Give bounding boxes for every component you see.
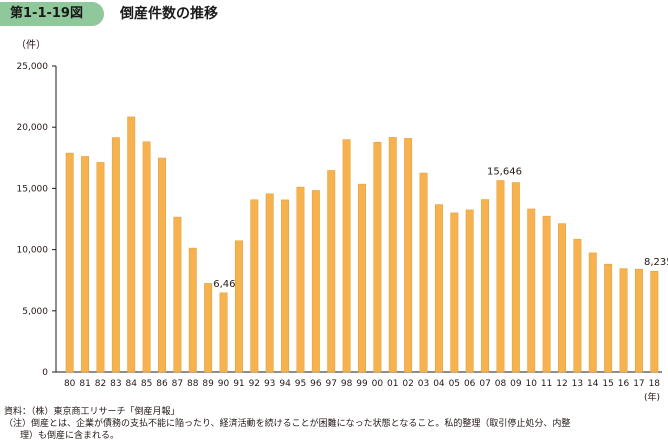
figure-header: 第1-1-19図 倒産件数の推移: [0, 0, 668, 32]
x-tick-label: 02: [402, 379, 413, 389]
x-tick-label: 90: [218, 379, 230, 389]
bar: [588, 252, 597, 373]
x-tick-label: 17: [633, 379, 644, 389]
x-axis-unit-label: (年): [644, 391, 660, 402]
x-tick-label: 99: [356, 379, 368, 389]
bar: [250, 199, 259, 373]
x-tick-label: 16: [618, 379, 630, 389]
bar: [358, 183, 366, 373]
bar: [573, 238, 582, 373]
bar: [311, 190, 320, 373]
bar: [342, 139, 351, 373]
bar: [173, 216, 182, 373]
data-label: 15,646: [487, 166, 522, 177]
bar: [81, 156, 90, 373]
bar: [619, 268, 628, 373]
x-tick-label: 01: [387, 379, 398, 389]
footnote-line-1: （注）倒産とは、企業が債務の支払不能に陥ったり、経済活動を続けることが困難になっ…: [4, 419, 571, 429]
x-tick-label: 05: [449, 379, 460, 389]
x-tick-label: 92: [249, 379, 260, 389]
bar: [650, 270, 659, 373]
bar: [65, 152, 74, 373]
x-tick-label: 04: [433, 379, 445, 389]
chart-area: （件） 0 5,000 10,000 15,000 20,000 25,000 80 81 82 8…: [0, 32, 668, 402]
x-tick-label: 08: [495, 379, 507, 389]
bar: [558, 223, 566, 373]
bar: [434, 204, 443, 373]
y-tick-label: 10,000: [17, 246, 49, 256]
x-tick-label: 89: [202, 379, 214, 389]
x-tick-label: 06: [464, 379, 476, 389]
figure-title: 倒産件数の推移: [120, 6, 218, 22]
x-tick-label: 14: [587, 379, 599, 389]
y-tick-label: 15,000: [17, 184, 49, 194]
bar-chart: （件） 0 5,000 10,000 15,000 20,000 25,000 80 81 82 8…: [16, 39, 668, 402]
x-tick-label: 09: [510, 379, 522, 389]
bar: [527, 208, 536, 373]
x-tick-label: 11: [541, 379, 552, 389]
y-tick-label: 25,000: [17, 62, 49, 72]
y-tick-label: 5,000: [22, 307, 48, 317]
bar: [496, 180, 505, 373]
bar: [481, 199, 490, 373]
bar: [327, 170, 336, 373]
bar: [465, 209, 474, 373]
bar: [281, 199, 290, 373]
x-tick-label: 98: [341, 379, 353, 389]
bar: [404, 138, 413, 373]
y-tick-label: 20,000: [17, 123, 49, 133]
bar: [388, 137, 397, 373]
x-tick-label: 96: [310, 379, 322, 389]
bar: [219, 292, 228, 373]
bar: [234, 240, 243, 373]
bar: [127, 116, 136, 373]
x-tick-label: 80: [64, 379, 76, 389]
x-tick-label: 03: [418, 379, 429, 389]
x-tick-label: 10: [526, 379, 538, 389]
x-tick-label: 82: [95, 379, 106, 389]
y-axis-label: （件）: [16, 39, 46, 51]
x-tick-label: 00: [372, 379, 384, 389]
x-tick-label: 13: [572, 379, 583, 389]
x-tick-label: 12: [556, 379, 567, 389]
x-tick-label: 87: [172, 379, 183, 389]
x-tick-label: 88: [187, 379, 199, 389]
x-tick-label: 94: [279, 379, 291, 389]
x-tick-label: 95: [295, 379, 306, 389]
bar: [96, 162, 105, 373]
x-tick-label: 91: [233, 379, 244, 389]
bar: [158, 157, 166, 373]
bar: [542, 215, 551, 373]
x-tick-label: 83: [110, 379, 121, 389]
x-tick-label: 15: [602, 379, 613, 389]
bar: [296, 186, 305, 373]
bar: [204, 283, 213, 373]
notes-block: 資料：（株）東京商工リサーチ「倒産月報」 （注）倒産とは、企業が債務の支払不能に…: [4, 406, 664, 442]
x-tick-label: 85: [141, 379, 152, 389]
x-tick-label: 84: [126, 379, 138, 389]
data-label: 6,468: [213, 279, 242, 290]
bar: [634, 268, 643, 373]
bar: [142, 141, 151, 373]
bar: [111, 137, 120, 373]
y-tick-label: 0: [42, 368, 48, 378]
x-tick-label: 07: [479, 379, 490, 389]
bar: [511, 182, 520, 373]
bar: [450, 212, 459, 373]
data-label: 8,235: [644, 257, 668, 268]
bar: [419, 172, 428, 373]
x-tick-label: 93: [264, 379, 275, 389]
bar: [188, 247, 197, 373]
x-tick-label: 18: [649, 379, 661, 389]
x-tick-label: 81: [79, 379, 90, 389]
bar: [373, 142, 382, 373]
figure-number-badge: 第1-1-19図: [0, 2, 104, 26]
bar: [604, 263, 613, 373]
bar: [265, 193, 274, 373]
x-tick-label: 97: [326, 379, 337, 389]
source-note: 資料：（株）東京商工リサーチ「倒産月報」: [4, 407, 180, 417]
footnote-line-2: 理）も倒産に含まれる。: [20, 431, 120, 441]
x-tick-label: 86: [156, 379, 168, 389]
